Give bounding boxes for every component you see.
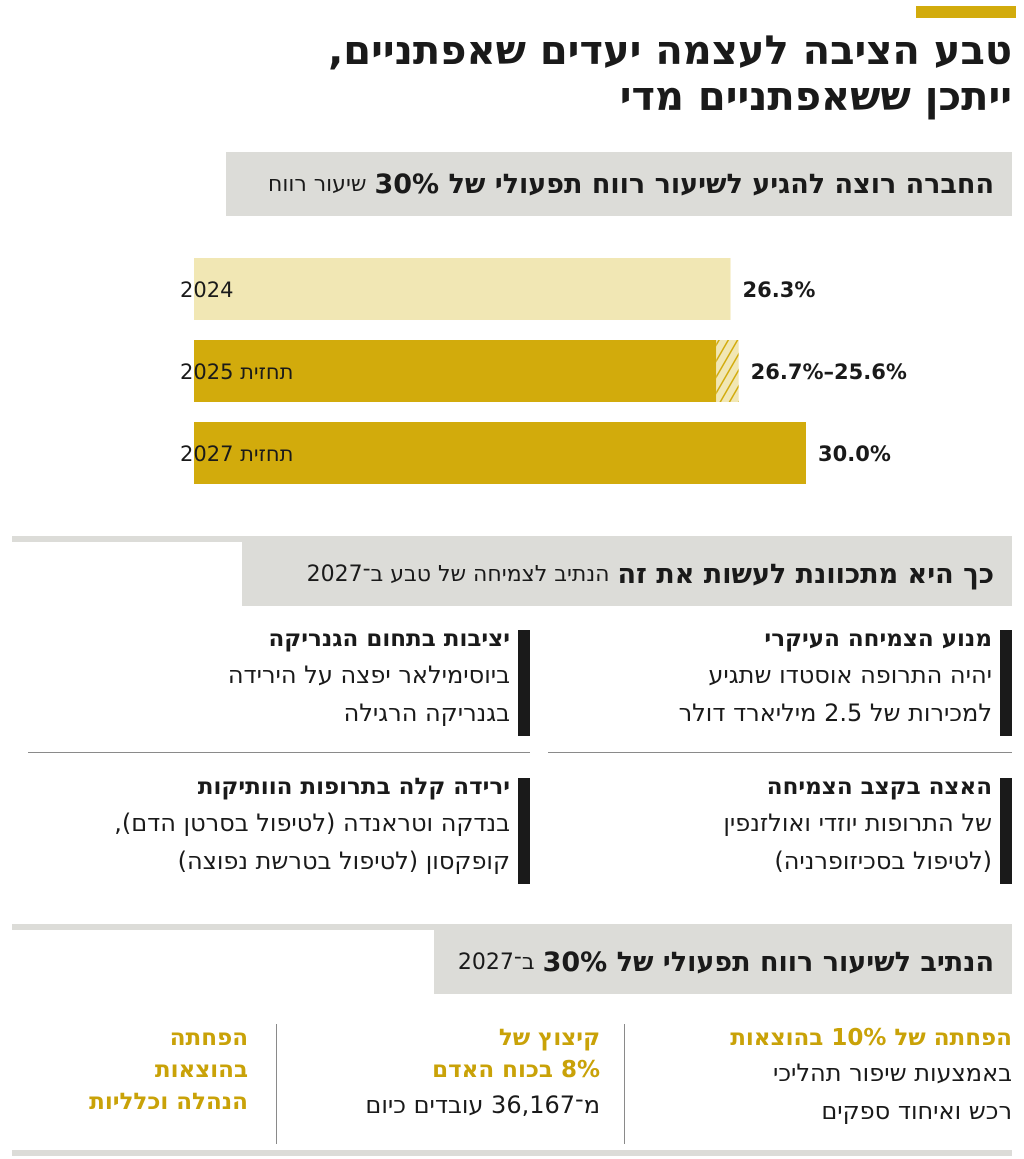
- main-title: טבע הציבה לעצמה יעדים שאפתניים, ייתכן שש…: [252, 28, 1012, 120]
- column-separator: [624, 1024, 625, 1144]
- item-marker: [518, 778, 530, 884]
- section-header-margin: החברה רוצה להגיע לשיעור רווח תפעולי של 3…: [226, 152, 1012, 216]
- path-text: מ־36,167 עובדים כיום: [365, 1091, 600, 1119]
- path-title: הפחתה: [169, 1025, 248, 1051]
- bar-range-hatch: [716, 340, 739, 402]
- title-line-2: ייתכן ששאפתניים מדי: [619, 74, 1012, 120]
- section-header-bold: החברה רוצה להגיע לשיעור רווח תפעולי של 3…: [374, 168, 994, 200]
- item-marker: [1000, 630, 1012, 736]
- item-text: בנדקה וטראנדה (לטיפול בסרטן הדם),: [114, 809, 510, 837]
- section-header-plan: כך היא מתכוונת לעשות את זה הנתיב לצמיחה …: [242, 542, 1012, 606]
- item-text: קופקסון (לטיפול בטרשת נפוצה): [177, 847, 510, 875]
- item-text: (לטיפול בסכיזופרניה): [774, 847, 992, 875]
- path-expense-cut: הפחתה של 10% בהוצאות באמצעות שיפור תהליכ…: [632, 1022, 1012, 1130]
- item-divider: [548, 752, 1012, 753]
- item-title: יציבות בתחום הגנריקה: [268, 626, 510, 652]
- margin-bar-chart: 26.3% 2024 26.7%–25.6% תחזית 2025 30.0% תחזית…: [180, 258, 907, 484]
- section-header-light: ב־2027: [457, 949, 535, 975]
- path-title: בהוצאות: [154, 1057, 248, 1083]
- item-title: ירידה קלה בתרופות הוותיקות: [197, 774, 510, 800]
- item-marker: [518, 630, 530, 736]
- category-label: תחזית 2025: [180, 360, 293, 384]
- path-text: רכש ואיחוד ספקים: [821, 1097, 1012, 1125]
- section-header-bold: הנתיב לשיעור רווח תפעולי של 30%: [542, 946, 994, 978]
- section-rule: [12, 536, 1012, 542]
- path-workforce-cut: קיצוץ של 8% בכוח האדם מ־36,167 עובדים כי…: [300, 1022, 600, 1124]
- path-admin-cut: הפחתה בהוצאות הנהלה וכלליות: [12, 1022, 248, 1118]
- plan-item-legacy-drugs: ירידה קלה בתרופות הוותיקות בנדקה וטראנדה…: [34, 770, 530, 884]
- item-title: האצה בקצב הצמיחה: [766, 774, 992, 800]
- bar-2: [194, 422, 806, 484]
- accent-bar: [916, 6, 1016, 18]
- path-title: הפחתה של 10% בהוצאות: [730, 1025, 1012, 1051]
- bar-value-label: 30.0%: [818, 442, 891, 466]
- item-text: למכירות של 2.5 מיליארד דולר: [678, 699, 992, 727]
- bottom-rule: [12, 1150, 1012, 1156]
- section-header-bold: כך היא מתכוונת לעשות את זה: [617, 558, 995, 590]
- path-text: באמצעות שיפור תהליכי: [772, 1059, 1012, 1087]
- column-separator: [276, 1024, 277, 1144]
- path-title: הנהלה וכלליות: [89, 1089, 248, 1115]
- category-label: 2024: [180, 278, 233, 302]
- bar-0: [194, 258, 731, 320]
- plan-item-generics: יציבות בתחום הגנריקה ביוסימילאר יפצה על …: [34, 622, 530, 736]
- item-text: יהיה התרופה אוסטדו שתגיע: [708, 661, 992, 689]
- plan-item-growth-engine: מנוע הצמיחה העיקרי יהיה התרופה אוסטדו שת…: [552, 622, 1012, 736]
- bar-1: [194, 340, 717, 402]
- item-divider: [28, 752, 530, 753]
- category-label: תחזית 2027: [180, 442, 293, 466]
- bar-value-label: 26.7%–25.6%: [751, 360, 907, 384]
- section-header-light: שיעור רווח: [267, 171, 367, 197]
- section-rule: [12, 924, 1012, 930]
- item-text: בגנריקה הרגילה: [343, 699, 510, 727]
- item-text: ביוסימילאר יפצה על הירידה: [227, 661, 510, 689]
- bar-value-label: 26.3%: [743, 278, 816, 302]
- item-text: של התרופות יוזדי ואולזנפין: [723, 809, 992, 837]
- section-header-light: הנתיב לצמיחה של טבע ב־2027: [306, 561, 610, 587]
- path-title: קיצוץ של: [498, 1025, 600, 1051]
- path-title: 8% בכוח האדם: [432, 1057, 600, 1083]
- plan-item-acceleration: האצה בקצב הצמיחה של התרופות יוזדי ואולזנ…: [552, 770, 1012, 884]
- title-line-1: טבע הציבה לעצמה יעדים שאפתניים,: [328, 28, 1012, 74]
- item-marker: [1000, 778, 1012, 884]
- section-header-path: הנתיב לשיעור רווח תפעולי של 30% ב־2027: [434, 930, 1012, 994]
- item-title: מנוע הצמיחה העיקרי: [764, 626, 992, 652]
